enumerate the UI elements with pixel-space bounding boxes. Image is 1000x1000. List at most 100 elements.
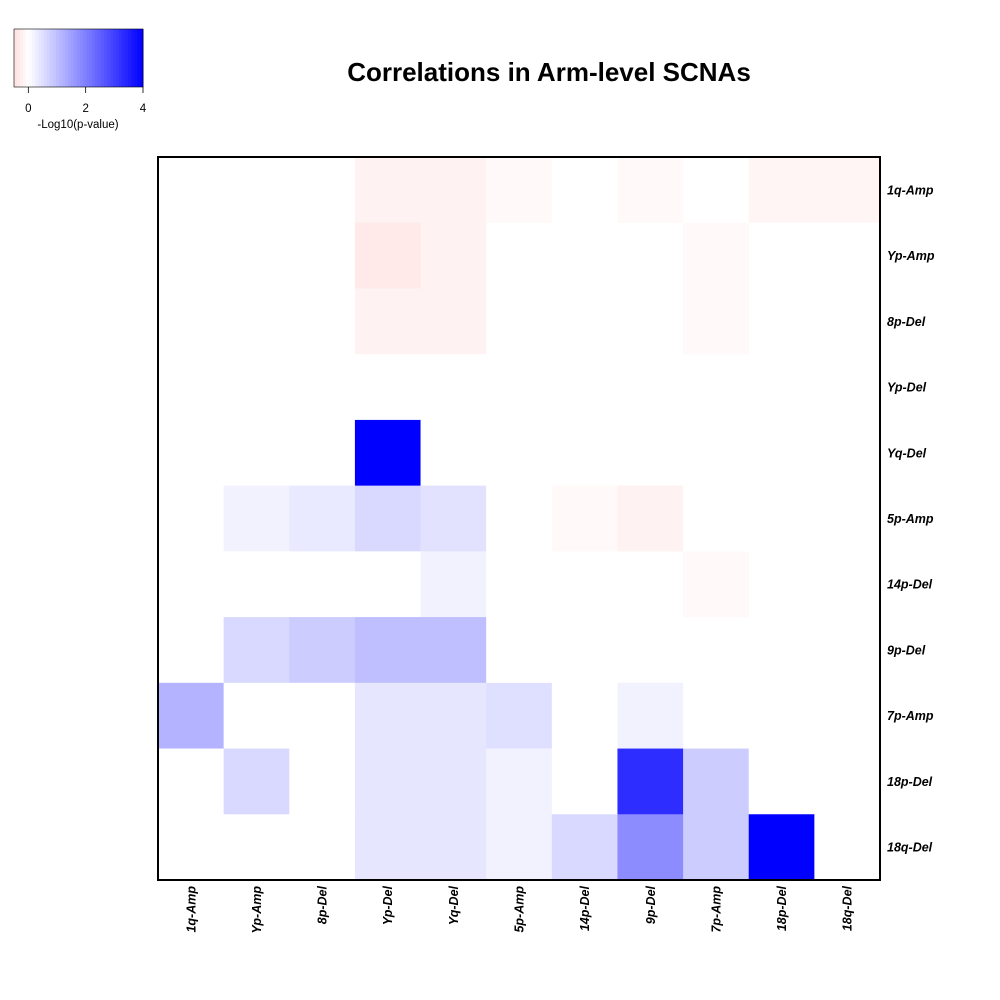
heatmap-cell (420, 551, 487, 618)
heatmap-cell (289, 157, 356, 224)
heatmap-cell (158, 682, 225, 750)
heatmap-cell (289, 419, 356, 487)
row-label: 18q-Del (887, 841, 933, 855)
heatmap-cell (551, 419, 619, 487)
heatmap-cell (420, 814, 487, 881)
heatmap-cell (814, 485, 881, 552)
column-label: 5p-Amp (513, 886, 527, 933)
legend-swatch (41, 29, 45, 87)
legend-swatch (17, 29, 21, 87)
legend-swatch (32, 29, 36, 87)
column-label: 8p-Del (316, 885, 330, 924)
column-label: 7p-Amp (709, 886, 723, 933)
legend-swatch (92, 29, 96, 87)
heatmap-cell (354, 551, 422, 618)
legend-swatch (50, 29, 54, 87)
row-label: 9p-Del (887, 643, 926, 657)
row-label: 8p-Del (887, 315, 926, 329)
heatmap-cell (223, 288, 290, 355)
legend-swatch (77, 29, 81, 87)
row-label: Yq-Del (887, 446, 927, 460)
legend-swatch (128, 29, 132, 87)
heatmap-cell (551, 354, 619, 421)
heatmap-cell (486, 354, 553, 421)
row-label: Yp-Del (887, 381, 927, 395)
heatmap-cell (617, 814, 684, 881)
color-legend: 0 2 4 -Log10(p-value) (13, 28, 147, 131)
heatmap-cell (617, 485, 684, 552)
heatmap-cell (551, 485, 619, 552)
legend-swatch (131, 29, 135, 87)
legend-swatch (101, 29, 105, 87)
heatmap-cell (551, 288, 619, 355)
heatmap-cell (617, 354, 684, 421)
heatmap-cell (748, 288, 815, 355)
heatmap-cell (683, 682, 750, 750)
heatmap-cell (420, 419, 487, 487)
heatmap-cell (617, 748, 684, 815)
row-label: 14p-Del (887, 578, 933, 592)
heatmap-cell (289, 551, 356, 618)
legend-swatch (14, 29, 18, 87)
legend-tick-label: 2 (82, 103, 88, 115)
row-labels: 1q-Amp Yp-Amp 8p-Del Yp-Del Yq-Del 5p-Amp 14p-… (887, 183, 935, 854)
heatmap-cell (683, 551, 750, 618)
heatmap-cell (748, 682, 815, 750)
heatmap-cell (289, 222, 356, 290)
legend-swatch (35, 29, 39, 87)
heatmap-cell (158, 485, 225, 552)
heatmap-cell (551, 157, 619, 224)
legend-swatch (38, 29, 42, 87)
heatmap-cell (486, 419, 553, 487)
heatmap-cell (814, 288, 881, 355)
legend-swatch (20, 29, 24, 87)
heatmap-cell (814, 354, 881, 421)
legend-swatch (95, 29, 99, 87)
heatmap-cell (748, 222, 815, 290)
legend-swatch (116, 29, 120, 87)
heatmap-cell (158, 617, 225, 684)
heatmap-cell (683, 354, 750, 421)
legend-swatch (80, 29, 84, 87)
heatmap-cell (420, 748, 487, 815)
heatmap-cell (486, 551, 553, 618)
heatmap-cell (158, 814, 225, 881)
row-label: Yp-Amp (887, 249, 935, 263)
heatmap-cell (158, 354, 225, 421)
heatmap-cell (289, 617, 356, 684)
column-label: Yp-Amp (250, 886, 264, 934)
heatmap-cell (289, 682, 356, 750)
heatmap-cell (617, 419, 684, 487)
legend-swatch (107, 29, 111, 87)
heatmap-cell (486, 485, 553, 552)
heatmap-cell (354, 814, 422, 881)
heatmap-cell (748, 354, 815, 421)
heatmap-cell (289, 748, 356, 815)
heatmap-cell (223, 354, 290, 421)
heatmap-cell (486, 157, 553, 224)
legend-swatch (74, 29, 78, 87)
legend-swatch (110, 29, 114, 87)
heatmap-cells (158, 157, 881, 881)
legend-swatch (86, 29, 90, 87)
column-label: 1q-Amp (184, 886, 198, 933)
heatmap-cell (551, 682, 619, 750)
heatmap-cell (486, 288, 553, 355)
legend-tick-label: 4 (140, 103, 147, 115)
legend-swatch (56, 29, 60, 87)
legend-swatch (26, 29, 30, 87)
heatmap-cell (158, 551, 225, 618)
legend-swatch (65, 29, 69, 87)
heatmap-cell (158, 157, 225, 224)
heatmap-cell (223, 485, 290, 552)
column-label: 14p-Del (578, 885, 592, 931)
heatmap-cell (289, 354, 356, 421)
heatmap-cell (289, 288, 356, 355)
heatmap-cell (354, 222, 422, 290)
legend-ticks: 0 2 4 (25, 87, 147, 115)
heatmap-cell (748, 814, 815, 881)
heatmap-cell (289, 814, 356, 881)
heatmap-cell (354, 485, 422, 552)
heatmap-cell (223, 814, 290, 881)
